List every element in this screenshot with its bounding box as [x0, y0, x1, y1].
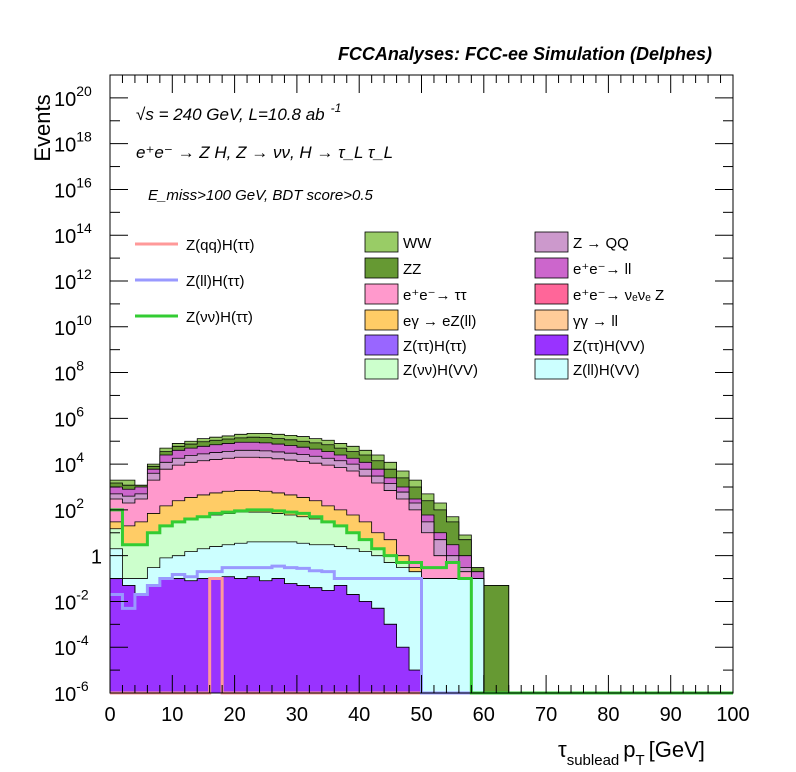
x-tick-label: 20: [223, 704, 245, 726]
y-tick-label: 10-2: [54, 586, 89, 614]
legend-swatch: [534, 309, 569, 331]
legend-swatch: [364, 257, 399, 279]
legend-label: ZZ: [403, 261, 421, 278]
y-tick-label: 1020: [54, 83, 92, 111]
legend-line-label: Z(νν)H(ττ): [186, 309, 253, 326]
legend: Z(qq)H(ττ) Z(ll)H(ττ) Z(νν)H(ττ) WW ZZ e⁺e⁻→ …: [135, 231, 664, 380]
annotation-energy: √s = 240 GeV, L=10.8 ab -1: [136, 101, 341, 124]
legend-swatch: [364, 309, 399, 331]
annotation-selection: E_miss>100 GeV, BDT score>0.5: [148, 187, 373, 204]
y-tick-label: 1014: [54, 220, 92, 248]
annotation-energy-text: s = 240 GeV, L=10.8 ab: [145, 105, 324, 124]
annotation-process: e⁺e⁻ → Z H, Z → νν, H → τ_L τ_L: [136, 143, 393, 162]
legend-label: Z → QQ: [573, 235, 629, 252]
legend-swatch: [534, 231, 569, 253]
annotation-sqrt: √: [136, 105, 146, 124]
x-tick-label: 50: [410, 704, 432, 726]
x-axis-label-pt: p: [623, 737, 635, 762]
legend-swatch: [364, 358, 399, 380]
x-axis-label-unit: [GeV]: [649, 737, 705, 762]
legend-swatch: [534, 358, 569, 380]
x-tick-label: 100: [716, 704, 749, 726]
legend-label: γγ → ll: [573, 313, 618, 330]
x-tick-label: 0: [104, 704, 115, 726]
x-axis-label-sub: sublead: [567, 752, 620, 769]
x-tick-label: 10: [161, 704, 183, 726]
legend-label: Z(νν)H(VV): [403, 362, 478, 379]
x-tick-label: 90: [660, 704, 682, 726]
legend-swatch: [534, 334, 569, 356]
legend-label: Z(ll)H(VV): [573, 362, 640, 379]
y-tick-label: 104: [54, 449, 84, 477]
y-tick-label: 10-4: [54, 632, 89, 660]
axes-layer: 0 10 20 30 40 50 60 70 80 90 10010-610-410-2110210…: [54, 74, 750, 726]
legend-label: Z(ττ)H(VV): [573, 338, 645, 355]
legend-label: e⁺e⁻→ ττ: [403, 287, 467, 304]
legend-swatch: [534, 257, 569, 279]
x-axis-label-symbol: τ: [558, 737, 567, 762]
y-tick-label: 108: [54, 358, 84, 386]
legend-label: e⁺e⁻→ νₑνₑ Z: [573, 287, 664, 304]
y-tick-label: 1018: [54, 129, 92, 157]
legend-swatch: [534, 283, 569, 305]
x-tick-label: 70: [535, 704, 557, 726]
annotation-lumi-exp: -1: [331, 101, 342, 115]
y-tick-label: 1010: [54, 312, 92, 340]
legend-label: e⁺e⁻→ ll: [573, 261, 631, 278]
x-axis-label-t: T: [636, 752, 645, 769]
x-tick-label: 40: [348, 704, 370, 726]
y-tick-label: 1: [91, 547, 102, 569]
text-layer: FCCAnalyses: FCC-ee Simulation (Delphes)…: [30, 44, 712, 769]
legend-swatch: [364, 231, 399, 253]
legend-label: eγ → eZ(ll): [403, 313, 476, 330]
legend-swatch: [364, 283, 399, 305]
legend-swatch: [364, 334, 399, 356]
x-tick-label: 60: [473, 704, 495, 726]
legend-line-label: Z(qq)H(ττ): [186, 237, 255, 254]
chart-title: FCCAnalyses: FCC-ee Simulation (Delphes): [338, 44, 712, 64]
x-tick-label: 80: [597, 704, 619, 726]
y-tick-label: 10-6: [54, 678, 89, 706]
y-tick-label: 1016: [54, 174, 92, 202]
x-axis-label-tau: τsublead pT [GeV]: [558, 737, 705, 769]
legend-line-label: Z(ll)H(ττ): [186, 273, 245, 290]
y-tick-label: 1012: [54, 266, 92, 294]
legend-label: Z(ττ)H(ττ): [403, 338, 467, 355]
y-tick-label: 106: [54, 403, 84, 431]
x-tick-label: 30: [286, 704, 308, 726]
y-tick-label: 102: [54, 495, 84, 523]
y-axis-label: Events: [30, 94, 55, 161]
legend-label: WW: [403, 235, 432, 252]
